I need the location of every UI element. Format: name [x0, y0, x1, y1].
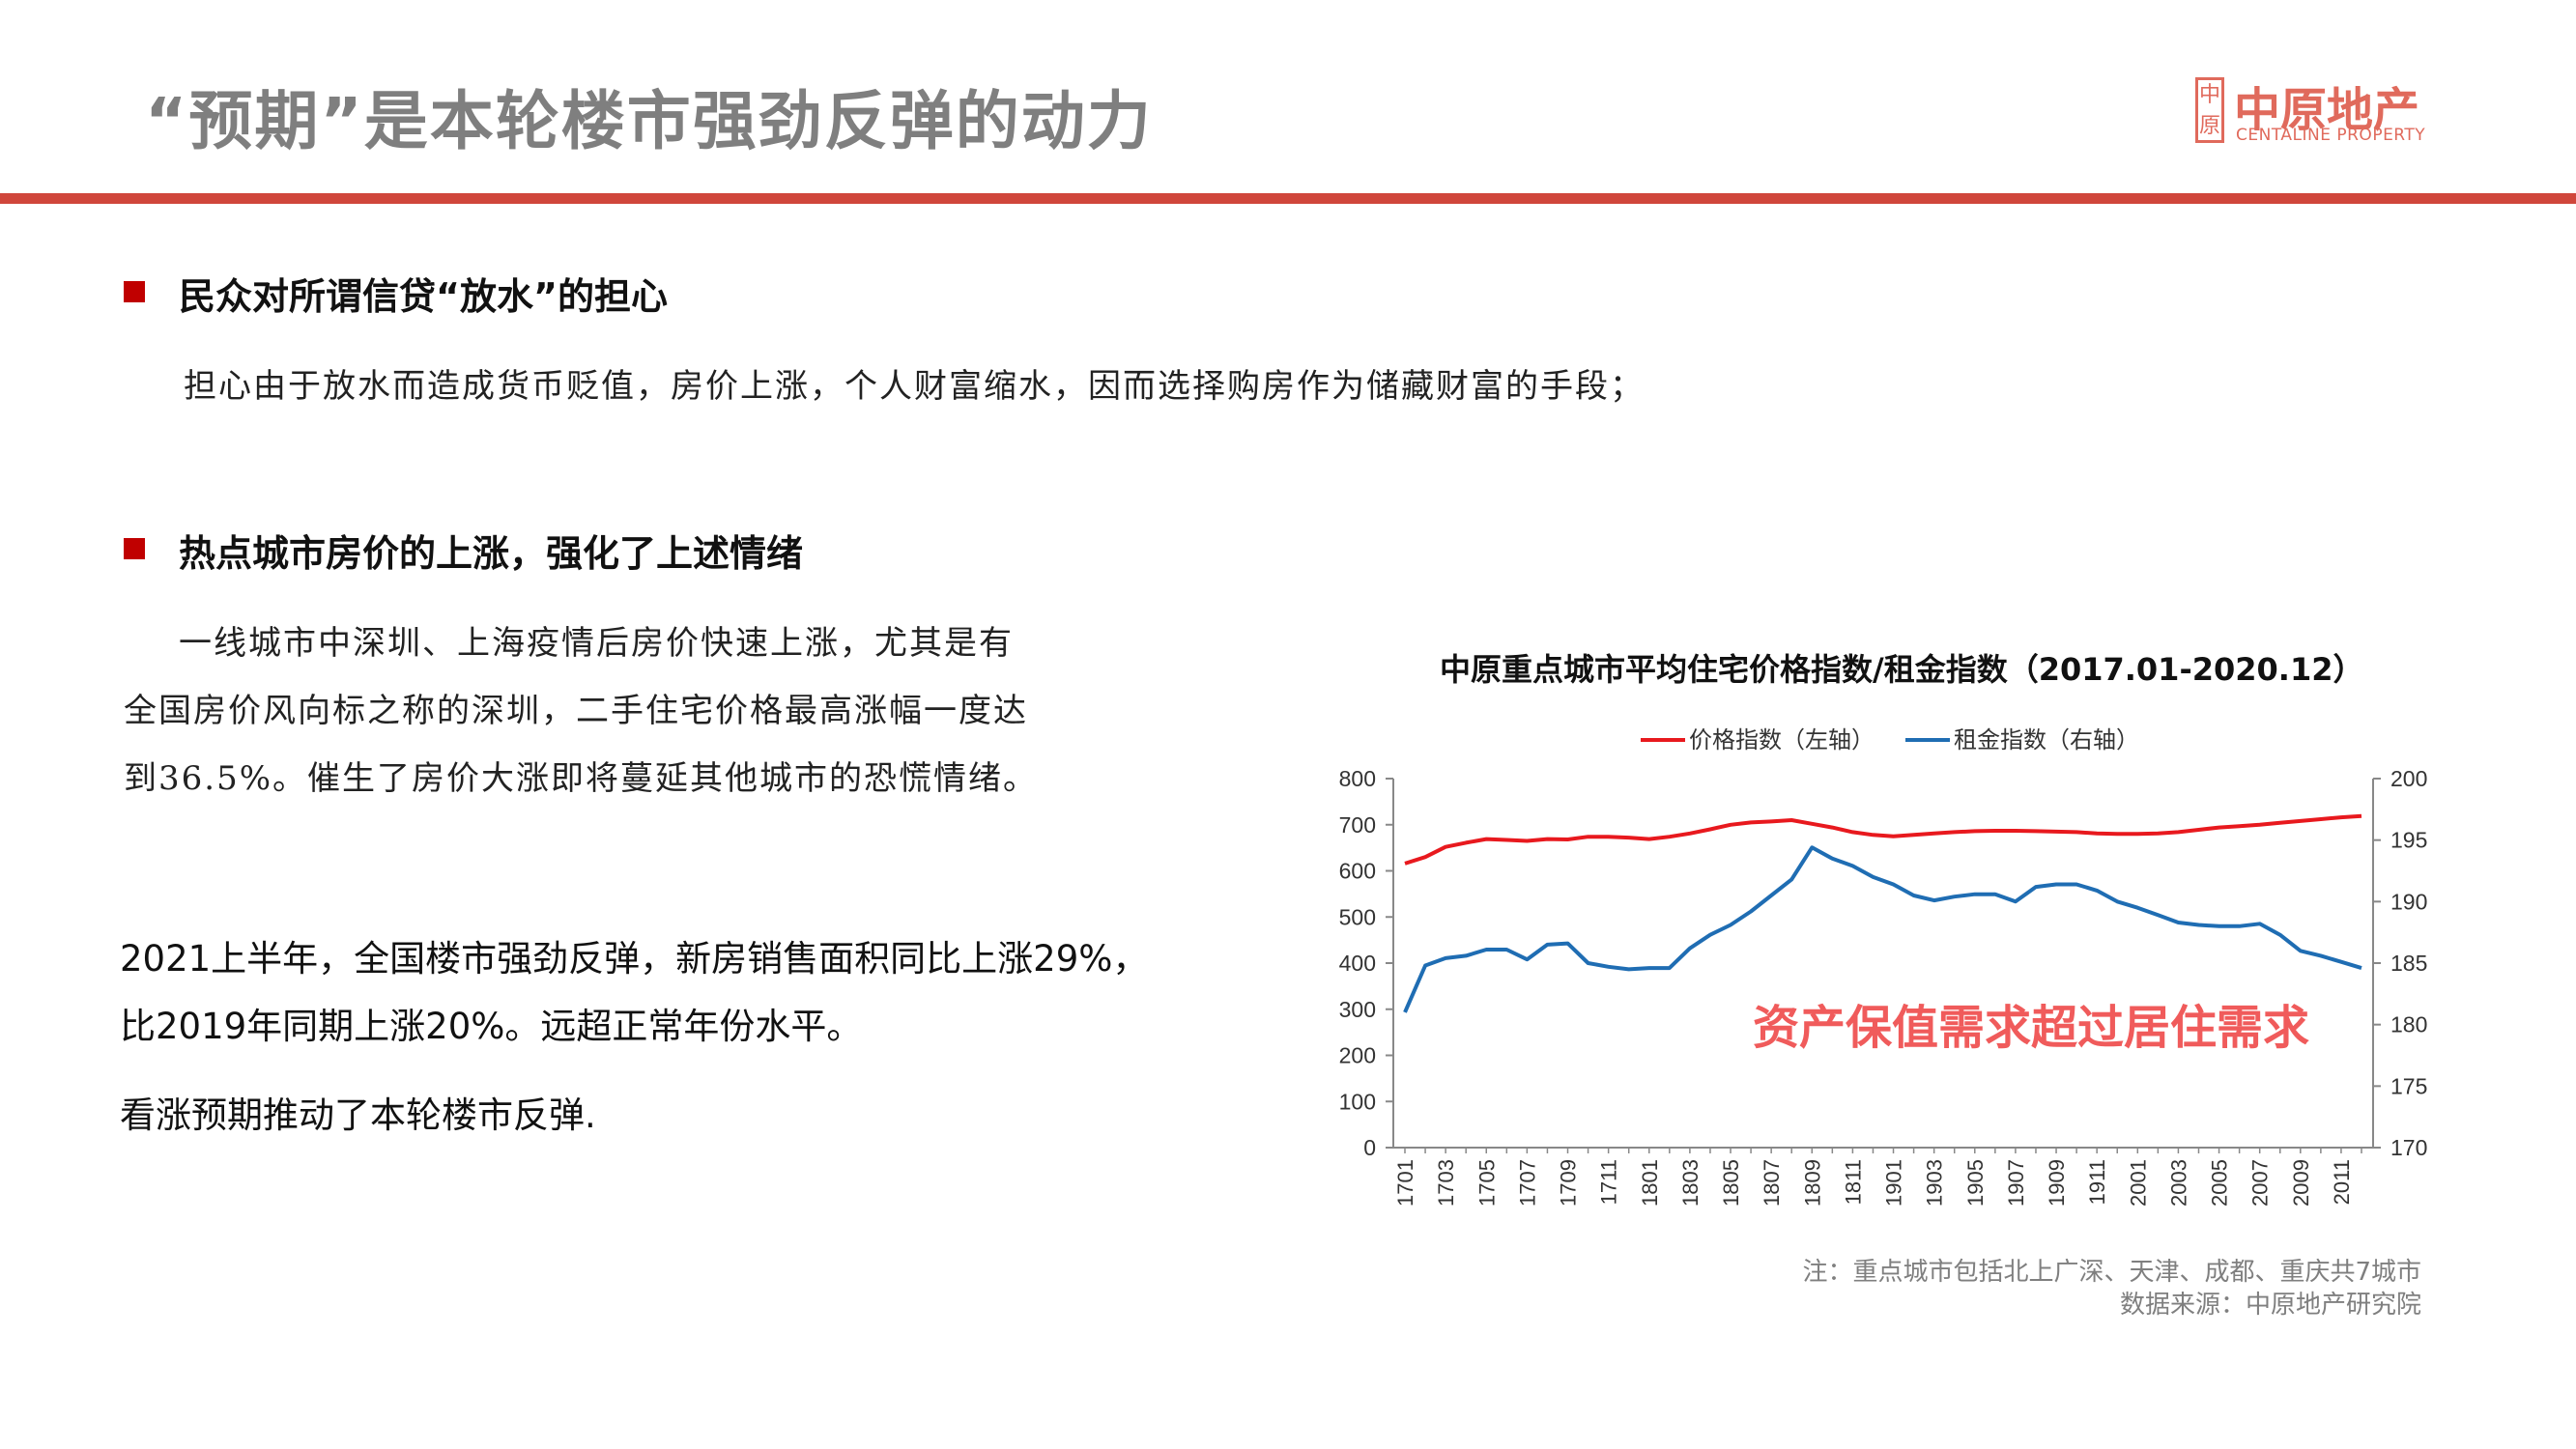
chart-note: 注：重点城市包括北上广深、天津、成都、重庆共7城市 — [1802, 1258, 2421, 1287]
rent-index-line — [1403, 845, 2362, 1013]
x-axis-tick-label: 2009 — [2289, 1159, 2313, 1207]
company-logo: 中原 中原地产 CENTALINE PROPERTY — [2195, 77, 2437, 147]
section2-line-2: 全国房价风向标之称的深圳，二手住宅价格最高涨幅一度达 — [124, 692, 1028, 730]
section2-bullet-icon — [124, 538, 145, 559]
x-axis-tick-label: 1707 — [1515, 1159, 1539, 1207]
section2-heading: 热点城市房价的上涨，强化了上述情绪 — [179, 532, 804, 575]
x-axis-tick-label: 2003 — [2166, 1159, 2190, 1207]
x-axis-tick-label: 1801 — [1638, 1159, 1662, 1207]
right-axis-tick-label: 190 — [2390, 889, 2427, 914]
left-axis-tick-label: 0 — [1363, 1135, 1376, 1160]
slide-title: “预期”是本轮楼市强劲反弹的动力 — [145, 84, 1153, 158]
chart-source: 数据来源：中原地产研究院 — [2119, 1291, 2421, 1320]
x-axis-tick-label: 1711 — [1597, 1159, 1621, 1205]
price-index-line — [1404, 813, 2362, 866]
left-axis-tick-label: 100 — [1339, 1089, 1376, 1114]
left-axis-tick-label: 400 — [1339, 951, 1376, 976]
section1-heading: 民众对所谓信贷“放水”的担心 — [179, 275, 668, 318]
price-rent-index-chart: 0 100 200 300 400 500 600 700 800 170 175 180 185 190… — [1339, 726, 2428, 1207]
x-axis-tick-label: 1703 — [1434, 1159, 1458, 1207]
legend-rent-label: 租金指数（右轴） — [1954, 726, 2139, 753]
logo-chinese-name: 中原地产 — [2234, 83, 2420, 137]
chart-title: 中原重点城市平均住宅价格指数/租金指数（2017.01-2020.12） — [1440, 651, 2364, 688]
x-axis-tick-label: 1911 — [2085, 1159, 2109, 1205]
x-axis-tick-label: 1705 — [1474, 1159, 1499, 1207]
x-axis-tick-label: 1709 — [1557, 1159, 1581, 1207]
x-axis-tick-label: 1905 — [1963, 1159, 1988, 1207]
x-axis-tick-label: 1907 — [2004, 1159, 2028, 1207]
left-axis-tick-label: 600 — [1339, 859, 1376, 884]
left-axis-tick-label: 700 — [1339, 812, 1376, 838]
x-axis-tick-label: 1811 — [1841, 1159, 1865, 1205]
section2-line-3: 到36.5%。催生了房价大涨即将蔓延其他城市的恐慌情绪。 — [124, 759, 1039, 798]
section1-bullet-icon — [124, 281, 145, 302]
x-axis-tick-label: 1903 — [1923, 1159, 1947, 1207]
x-axis-tick-label: 2007 — [2248, 1159, 2273, 1207]
section1-text: 担心由于放水而造成货币贬值，房价上涨，个人财富缩水，因而选择购房作为储藏财富的手… — [184, 367, 1645, 406]
summary-line-1: 2021上半年，全国楼市强劲反弹，新房销售面积同比上涨29%， — [120, 938, 1149, 980]
right-axis-tick-label: 195 — [2390, 828, 2427, 853]
summary-line-2: 比2019年同期上涨20%。远超正常年份水平。 — [120, 1006, 863, 1047]
logo-seal: 中原 — [2195, 77, 2224, 143]
x-axis-tick-label: 1803 — [1678, 1159, 1703, 1207]
left-axis-tick-label: 200 — [1339, 1043, 1376, 1068]
left-axis-tick-label: 500 — [1339, 904, 1376, 929]
right-axis-tick-label: 175 — [2390, 1073, 2427, 1098]
logo-english-name: CENTALINE PROPERTY — [2236, 126, 2426, 145]
section2-line-1: 一线城市中深圳、上海疫情后房价快速上涨，尤其是有 — [179, 624, 1014, 663]
x-axis-tick-label: 1805 — [1719, 1159, 1743, 1207]
right-axis-tick-label: 170 — [2390, 1135, 2427, 1160]
x-axis-tick-label: 1807 — [1760, 1159, 1784, 1207]
x-axis-tick-label: 1809 — [1800, 1159, 1824, 1207]
right-axis-tick-label: 180 — [2390, 1012, 2427, 1037]
x-axis-tick-label: 1909 — [2045, 1159, 2069, 1207]
x-axis-tick-label: 2005 — [2208, 1159, 2232, 1207]
right-axis-tick-label: 200 — [2390, 766, 2427, 791]
title-divider-bar — [0, 193, 2576, 204]
right-axis-tick-label: 185 — [2390, 951, 2427, 976]
x-axis-tick-label: 2011 — [2330, 1159, 2354, 1205]
legend-price-label: 价格指数（左轴） — [1689, 726, 1875, 753]
summary-conclusion: 看涨预期推动了本轮楼市反弹. — [120, 1094, 596, 1136]
chart-annotation: 资产保值需求超过居住需求 — [1753, 1001, 2309, 1055]
left-axis-tick-label: 800 — [1339, 766, 1376, 791]
x-axis-tick-label: 1901 — [1882, 1159, 1906, 1207]
x-axis-tick-label: 2001 — [2126, 1159, 2150, 1207]
x-axis-tick-label: 1701 — [1393, 1159, 1417, 1207]
left-axis-tick-label: 300 — [1339, 997, 1376, 1022]
